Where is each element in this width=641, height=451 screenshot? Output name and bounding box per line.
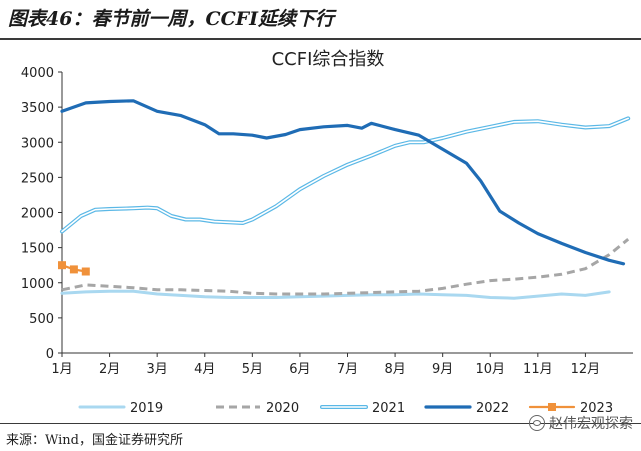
legend-item-2023: 2023 <box>528 401 613 416</box>
legend-marker <box>548 403 556 411</box>
y-tick-label: 2000 <box>21 207 54 222</box>
legend-label: 2020 <box>266 401 299 416</box>
series-point <box>81 267 90 276</box>
x-tick-label: 3月 <box>147 362 168 377</box>
x-tick-label: 1月 <box>51 362 72 377</box>
ccfi-line-chart: CCFI综合指数 0 500 1000 1500 2000 2500 3000 3500 400… <box>21 49 633 416</box>
x-tick-label: 9月 <box>432 362 453 377</box>
watermark: 赵伟宏观探索 <box>529 413 633 433</box>
y-tick-label: 1000 <box>21 277 54 292</box>
legend-label: 2023 <box>580 401 613 416</box>
y-tick-label: 3000 <box>21 136 54 151</box>
series-line <box>61 238 630 296</box>
y-tick-label: 2500 <box>21 171 54 186</box>
legend-item-2019: 2019 <box>78 401 163 416</box>
x-tick-label: 7月 <box>337 362 358 377</box>
watermark-text: 赵伟宏观探索 <box>549 416 633 432</box>
y-tick-label: 1500 <box>21 242 54 257</box>
x-tick-label: 10月 <box>475 362 505 377</box>
x-tick-label: 6月 <box>289 362 310 377</box>
wechat-icon <box>529 415 545 431</box>
y-tick-label: 500 <box>29 312 54 327</box>
series-2020 <box>61 238 630 296</box>
legend-item-2021: 2021 <box>320 401 405 416</box>
legend-item-2020: 2020 <box>216 401 299 416</box>
series-2022 <box>60 99 626 266</box>
series-line <box>60 99 626 266</box>
y-tick-label: 0 <box>46 347 54 362</box>
x-tick-label: 11月 <box>523 362 553 377</box>
bottom-rule <box>0 423 641 424</box>
series-2019 <box>60 289 611 300</box>
legend-label: 2019 <box>130 401 163 416</box>
top-rule <box>0 38 641 40</box>
legend-item-2022: 2022 <box>424 401 509 416</box>
x-tick-label: 4月 <box>194 362 215 377</box>
legend-label: 2022 <box>476 401 509 416</box>
chart-title: CCFI综合指数 <box>272 49 385 70</box>
series-line-inner <box>61 117 629 233</box>
series-layer <box>58 99 631 300</box>
x-tick-label: 2月 <box>99 362 120 377</box>
x-tick-label: 5月 <box>242 362 263 377</box>
series-2023 <box>58 261 90 276</box>
series-point <box>69 265 78 274</box>
x-tick-label: 12月 <box>571 362 601 377</box>
series-line <box>60 116 631 234</box>
y-tick-label: 4000 <box>21 66 54 81</box>
chart-axes: 0 500 1000 1500 2000 2500 3000 3500 4000 1月 2月 3月 4月… <box>21 66 633 377</box>
legend-label: 2021 <box>372 401 405 416</box>
series-2021 <box>60 116 631 234</box>
figure-title: 图表46：春节前一周，CCFI延续下行 <box>8 8 335 30</box>
chart-legend: 2019 2020 2021 2022 2023 <box>78 401 613 416</box>
series-point <box>58 261 66 270</box>
y-tick-label: 3500 <box>21 101 54 116</box>
x-tick-label: 8月 <box>384 362 405 377</box>
source-note: 来源：Wind，国金证券研究所 <box>6 433 183 448</box>
series-line <box>60 289 611 300</box>
